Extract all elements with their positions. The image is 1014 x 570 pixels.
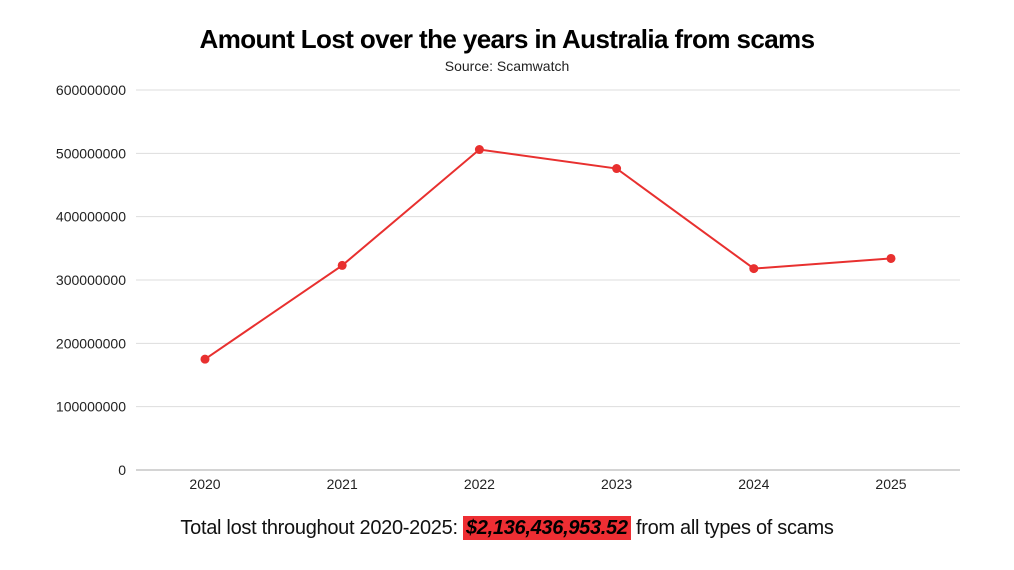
x-tick-label: 2021 (327, 476, 358, 492)
x-tick-label: 2025 (875, 476, 906, 492)
series-group (200, 145, 896, 364)
total-lost-summary: Total lost throughout 2020-2025: $2,136,… (0, 516, 1014, 540)
chart-title: Amount Lost over the years in Australia … (199, 24, 815, 54)
y-axis-ticks: 0 100000000 200000000 300000000 400000000 500… (56, 82, 126, 478)
y-tick-label: 400000000 (56, 209, 126, 225)
total-amount-highlight: $2,136,436,953.52 (462, 516, 631, 540)
line-chart: 0 100000000 200000000 300000000 400000000 500… (56, 82, 960, 492)
data-point (200, 354, 210, 364)
x-tick-label: 2024 (738, 476, 769, 492)
x-axis-ticks: 2020 2021 2022 2023 2024 2025 (189, 476, 906, 492)
chart-subtitle: Source: Scamwatch (444, 58, 570, 74)
y-tick-label: 200000000 (56, 335, 126, 351)
y-tick-label: 300000000 (56, 272, 126, 288)
data-point (337, 260, 347, 270)
y-tick-label: 600000000 (56, 82, 126, 98)
y-tick-label: 100000000 (56, 399, 126, 415)
x-tick-label: 2020 (189, 476, 220, 492)
grid-lines (136, 89, 960, 471)
series-line (204, 148, 892, 360)
data-point (749, 264, 759, 274)
x-tick-label: 2022 (464, 476, 495, 492)
summary-suffix: from all types of scams (630, 517, 834, 539)
data-point (886, 253, 896, 263)
y-tick-label: 0 (118, 462, 126, 478)
x-tick-label: 2023 (601, 476, 632, 492)
data-point (612, 164, 622, 174)
y-tick-label: 500000000 (56, 145, 126, 161)
data-point (474, 145, 484, 155)
summary-prefix: Total lost throughout 2020-2025: (180, 517, 463, 539)
